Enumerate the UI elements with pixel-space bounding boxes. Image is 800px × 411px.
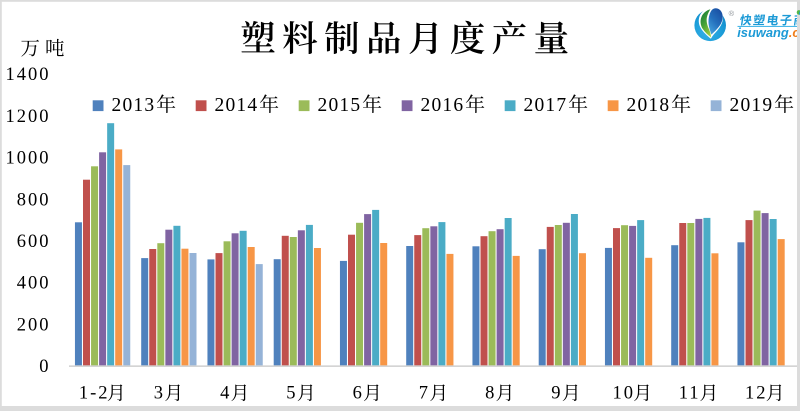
svg-text:800: 800 [17, 190, 51, 210]
svg-text:2019: 2019 [730, 95, 774, 116]
svg-text:0: 0 [39, 357, 50, 377]
svg-text:400: 400 [17, 274, 51, 294]
svg-text:1200: 1200 [6, 107, 51, 127]
svg-text:2018: 2018 [627, 95, 671, 116]
svg-text:600: 600 [17, 232, 51, 252]
svg-text:7: 7 [419, 383, 430, 403]
svg-text:2013: 2013 [112, 95, 156, 116]
svg-text:6: 6 [353, 383, 364, 403]
svg-text:3: 3 [154, 383, 165, 403]
svg-text:2014: 2014 [215, 95, 259, 116]
svg-text:isuwang.com: isuwang.com [737, 25, 800, 40]
svg-text:®: ® [729, 9, 735, 18]
svg-text:4: 4 [220, 383, 231, 403]
svg-text:10: 10 [613, 383, 636, 403]
svg-text:11: 11 [679, 383, 701, 403]
svg-text:2017: 2017 [524, 95, 568, 116]
svg-text:200: 200 [17, 315, 51, 335]
svg-text:1000: 1000 [6, 149, 51, 169]
svg-text:2016: 2016 [421, 95, 465, 116]
svg-text:9: 9 [551, 383, 562, 403]
svg-text:1400: 1400 [6, 65, 51, 85]
svg-text:1-2: 1-2 [79, 383, 110, 403]
svg-text:2015: 2015 [318, 95, 362, 116]
svg-text:8: 8 [485, 383, 496, 403]
svg-text:5: 5 [286, 383, 297, 403]
svg-text:12: 12 [745, 383, 768, 403]
